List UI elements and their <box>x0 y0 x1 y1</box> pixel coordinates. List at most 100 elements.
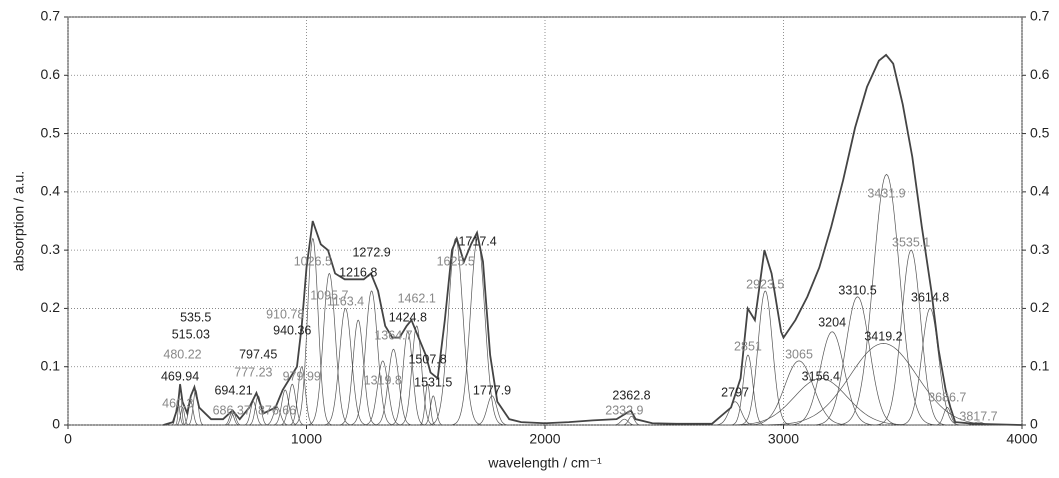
y2-tick-label: 0.1 <box>1030 357 1050 373</box>
peak-label: 3065 <box>785 347 813 361</box>
y-tick-label: 0.2 <box>41 299 61 315</box>
peak-label: 2362.8 <box>612 388 650 402</box>
peak-label: 515.03 <box>172 327 210 341</box>
x-tick-label: 2000 <box>529 431 560 447</box>
peak-label: 1364.7 <box>374 328 412 342</box>
y2-tick-label: 0.3 <box>1030 241 1050 257</box>
peak-label: 1026.5 <box>294 254 332 268</box>
y2-tick-label: 0.5 <box>1030 124 1050 140</box>
peak-label: 979.99 <box>283 369 321 383</box>
peak-curve <box>610 418 639 426</box>
peak-curve <box>784 331 880 426</box>
y-tick-label: 0.3 <box>41 241 61 257</box>
y2-tick-label: 0 <box>1030 416 1038 432</box>
peak-curve <box>872 249 950 426</box>
peak-label: 2851 <box>734 339 762 353</box>
peak-label: 3686.7 <box>928 390 966 404</box>
peak-label: 1272.9 <box>352 245 390 259</box>
peak-curve <box>896 308 964 426</box>
y2-tick-label: 0.2 <box>1030 299 1050 315</box>
peak-curve <box>270 389 300 426</box>
y-tick-label: 0 <box>52 416 60 432</box>
peak-curve <box>397 325 436 426</box>
peak-curve <box>741 360 857 426</box>
peak-label: 1216.8 <box>339 265 377 279</box>
peak-curve <box>277 383 307 426</box>
peak-label: 3614.8 <box>911 290 949 304</box>
peak-curve <box>749 343 1018 426</box>
peak-label: 3817.7 <box>959 409 997 423</box>
y-tick-label: 0.4 <box>41 183 61 199</box>
peak-curve <box>321 307 370 426</box>
peak-label: 1424.8 <box>389 310 427 324</box>
peak-label: 3431.9 <box>867 186 905 200</box>
peak-label: 469.94 <box>161 369 199 383</box>
peak-label: 876.66 <box>258 403 296 417</box>
peak-label: 1462.1 <box>398 291 436 305</box>
peak-label: 3535.1 <box>892 235 930 249</box>
peak-curve <box>421 395 445 426</box>
x-tick-label: 4000 <box>1006 431 1037 447</box>
y2-tick-label: 0.6 <box>1030 66 1050 82</box>
peak-curve <box>262 407 292 426</box>
peak-label: 1531.5 <box>414 375 452 389</box>
peak-curve <box>620 415 643 426</box>
y-tick-label: 0.1 <box>41 357 61 373</box>
peak-label: 2923.5 <box>746 277 784 291</box>
x-tick-label: 0 <box>64 431 72 447</box>
peak-label: 3419.2 <box>864 329 902 343</box>
peak-label: 2332.9 <box>605 403 643 417</box>
x-tick-label: 1000 <box>291 431 322 447</box>
peak-label: 3310.5 <box>838 283 876 297</box>
peak-curve <box>472 395 512 426</box>
peak-label: 940.36 <box>273 323 311 337</box>
peak-label: 1777.9 <box>473 383 511 397</box>
peak-label: 797.45 <box>239 347 277 361</box>
peak-label: 910.78 <box>266 307 304 321</box>
y2-tick-label: 0.7 <box>1030 8 1050 24</box>
peak-label: 1163.4 <box>327 294 364 308</box>
y-tick-label: 0.6 <box>41 66 61 82</box>
peak-curve <box>181 401 201 426</box>
spectrum-line <box>163 53 1023 426</box>
peak-curve <box>337 319 380 426</box>
peak-curve <box>715 378 926 426</box>
peak-label: 1717.4 <box>458 234 496 248</box>
y-tick-label: 0.5 <box>41 124 61 140</box>
peak-label: 1319.8 <box>364 373 402 387</box>
peak-label: 1507.8 <box>408 352 446 366</box>
x-axis-label: wavelength / cm⁻¹ <box>487 455 602 471</box>
peak-curve <box>418 383 438 426</box>
peak-label: 686.37 <box>213 403 251 417</box>
peak-curve <box>224 412 244 426</box>
peak-curve <box>834 173 939 426</box>
peak-label: 2797 <box>721 385 749 399</box>
peak-curve <box>372 348 415 426</box>
x-tick-label: 3000 <box>768 431 799 447</box>
y2-tick-label: 0.4 <box>1030 183 1050 199</box>
peak-curve <box>932 407 962 426</box>
peak-curve <box>809 296 906 426</box>
y-axis-label: absorption / a.u. <box>11 171 27 271</box>
peak-label: 460.3 <box>162 396 193 410</box>
peak-label: 535.5 <box>180 310 211 324</box>
y-tick-label: 0.7 <box>41 8 61 24</box>
peak-curve <box>347 290 396 426</box>
peak-label: 777.23 <box>234 365 272 379</box>
peak-label: 1625.5 <box>437 254 475 268</box>
peak-label: 480.22 <box>163 347 201 361</box>
peak-curve <box>174 407 191 426</box>
peak-curve <box>711 401 759 426</box>
peak-label: 694.21 <box>214 383 252 397</box>
peak-curve <box>361 360 404 426</box>
peak-curve <box>736 290 794 426</box>
peak-label: 1095.7 <box>310 288 348 302</box>
peak-curve <box>427 237 485 426</box>
peak-curve <box>388 331 427 426</box>
peak-curve <box>291 237 334 426</box>
peak-label: 3156.4 <box>802 369 840 383</box>
peak-curve <box>241 401 265 426</box>
peak-label: 3204 <box>818 315 846 329</box>
